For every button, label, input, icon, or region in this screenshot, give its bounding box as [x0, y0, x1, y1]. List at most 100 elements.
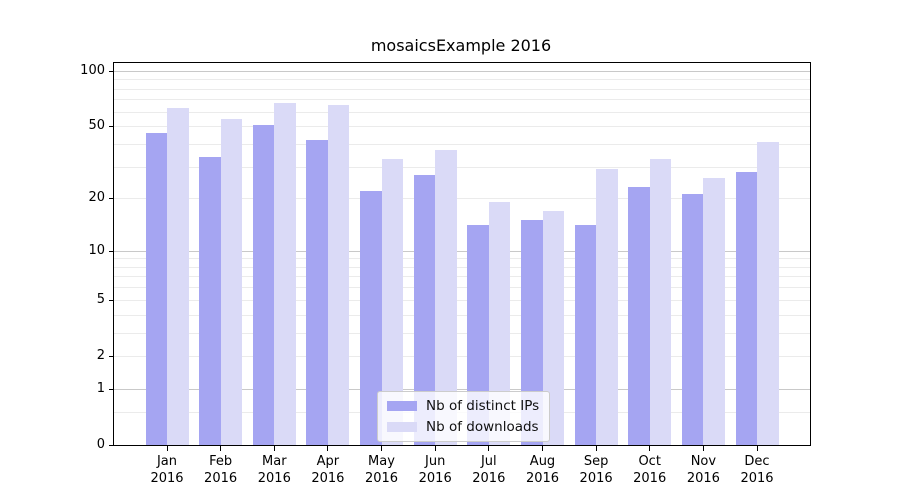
- y-tick-label: 10: [88, 242, 105, 258]
- bar-apr-ips: [306, 139, 328, 445]
- bar-jan-ips: [145, 132, 167, 445]
- bar-oct-ips: [628, 187, 650, 445]
- x-tick: [381, 446, 382, 451]
- gridline-minor: [114, 314, 810, 316]
- bar-feb-ips: [199, 156, 221, 445]
- x-tick-label: Nov 2016: [671, 453, 735, 487]
- x-tick-year: 2016: [525, 471, 560, 486]
- x-tick-month: Apr: [316, 454, 340, 469]
- x-tick-label: Aug 2016: [511, 453, 575, 487]
- gridline-minor: [114, 111, 810, 113]
- x-tick-year: 2016: [364, 471, 399, 486]
- gridline-minor: [114, 99, 810, 101]
- bar-jan-downloads: [167, 107, 189, 445]
- legend-label-distinct-ips: Nb of distinct IPs: [426, 398, 540, 414]
- x-tick-month: Aug: [529, 454, 556, 469]
- y-tick: [109, 198, 114, 200]
- gridline-minor: [114, 126, 810, 128]
- x-tick-label: Jul 2016: [457, 453, 521, 487]
- x-tick: [488, 446, 490, 451]
- bar-sep-ips: [574, 225, 597, 445]
- x-tick-label: Sep 2016: [564, 453, 628, 487]
- gridline-minor: [114, 258, 810, 260]
- gridline-minor: [114, 276, 810, 278]
- legend-swatch-downloads: [387, 422, 417, 432]
- x-tick-year: 2016: [418, 471, 452, 486]
- y-tick-label: 0: [96, 437, 105, 452]
- bar-jun-downloads: [435, 149, 457, 445]
- y-tick: [109, 355, 114, 357]
- y-tick: [109, 299, 114, 301]
- gridline-minor: [114, 166, 810, 168]
- y-tick-label: 100: [80, 62, 105, 78]
- bar-jul-ips: [467, 225, 489, 445]
- x-tick: [220, 446, 222, 451]
- x-tick-year: 2016: [150, 471, 184, 486]
- gridline-minor: [114, 332, 810, 334]
- x-tick-label: Dec 2016: [725, 453, 789, 487]
- x-tick-month: Jul: [480, 454, 497, 469]
- x-tick: [649, 446, 651, 451]
- bar-feb-downloads: [220, 118, 243, 445]
- legend-label-downloads: Nb of downloads: [426, 419, 539, 435]
- x-tick: [542, 446, 543, 451]
- bar-nov-downloads: [703, 177, 725, 445]
- x-tick: [273, 446, 275, 451]
- x-tick: [702, 446, 704, 451]
- x-tick-label: Jan 2016: [135, 453, 199, 487]
- x-tick-year: 2016: [740, 471, 774, 486]
- x-tick-year: 2016: [257, 471, 291, 486]
- x-tick-month: Oct: [638, 454, 661, 469]
- legend: Nb of distinct IPs Nb of downloads: [377, 391, 551, 442]
- x-tick: [434, 446, 436, 451]
- x-tick-month: Sep: [583, 454, 609, 469]
- x-tick-label: Jun 2016: [403, 453, 467, 487]
- y-tick: [109, 388, 114, 390]
- x-tick-year: 2016: [311, 471, 345, 486]
- bar-jul-downloads: [488, 202, 511, 445]
- x-tick-year: 2016: [204, 471, 238, 486]
- gridline-minor: [114, 299, 810, 301]
- x-tick-label: Mar 2016: [242, 453, 306, 487]
- x-tick-label: Feb 2016: [189, 453, 253, 487]
- gridline-major: [114, 388, 810, 390]
- x-tick-month: Nov: [690, 454, 717, 469]
- y-tick: [109, 70, 114, 72]
- bar-oct-downloads: [649, 159, 672, 445]
- x-tick-year: 2016: [579, 471, 613, 486]
- legend-swatch-distinct-ips: [387, 401, 417, 411]
- plot-area: Nb of distinct IPs Nb of downloads 100 50…: [80, 62, 811, 486]
- x-tick-year: 2016: [686, 471, 720, 486]
- x-tick-month: Jun: [425, 454, 446, 469]
- gridline-minor: [114, 355, 810, 357]
- bar-dec-downloads: [757, 141, 779, 445]
- y-tick-label: 50: [88, 118, 105, 134]
- bar-may-ips: [360, 190, 382, 445]
- x-tick: [327, 446, 329, 451]
- chart-title: mosaicsExample 2016: [370, 36, 552, 55]
- bar-aug-ips: [521, 220, 543, 445]
- bar-dec-ips: [735, 171, 757, 445]
- gridline-major: [114, 70, 810, 72]
- bar-apr-downloads: [327, 105, 350, 445]
- gridline-major: [114, 250, 810, 252]
- x-tick-month: Jan: [156, 454, 178, 469]
- y-tick: [109, 126, 114, 128]
- gridline-minor: [114, 79, 810, 81]
- bar-jun-ips: [413, 174, 436, 445]
- x-tick-month: Mar: [262, 454, 287, 469]
- y-tick: [109, 250, 114, 252]
- y-tick-label: 5: [96, 291, 105, 307]
- x-tick-label: Oct 2016: [618, 453, 682, 487]
- y-tick-label: 1: [96, 380, 105, 396]
- y-tick-label: 20: [88, 190, 105, 206]
- gridline-minor: [114, 266, 810, 268]
- gridline-minor: [114, 143, 810, 145]
- x-tick-month: Feb: [209, 454, 233, 469]
- x-tick-month: Dec: [744, 454, 770, 469]
- x-tick-label: Apr 2016: [296, 453, 360, 487]
- bar-nov-ips: [681, 194, 704, 445]
- bar-mar-downloads: [274, 102, 296, 445]
- x-tick-year: 2016: [472, 471, 506, 486]
